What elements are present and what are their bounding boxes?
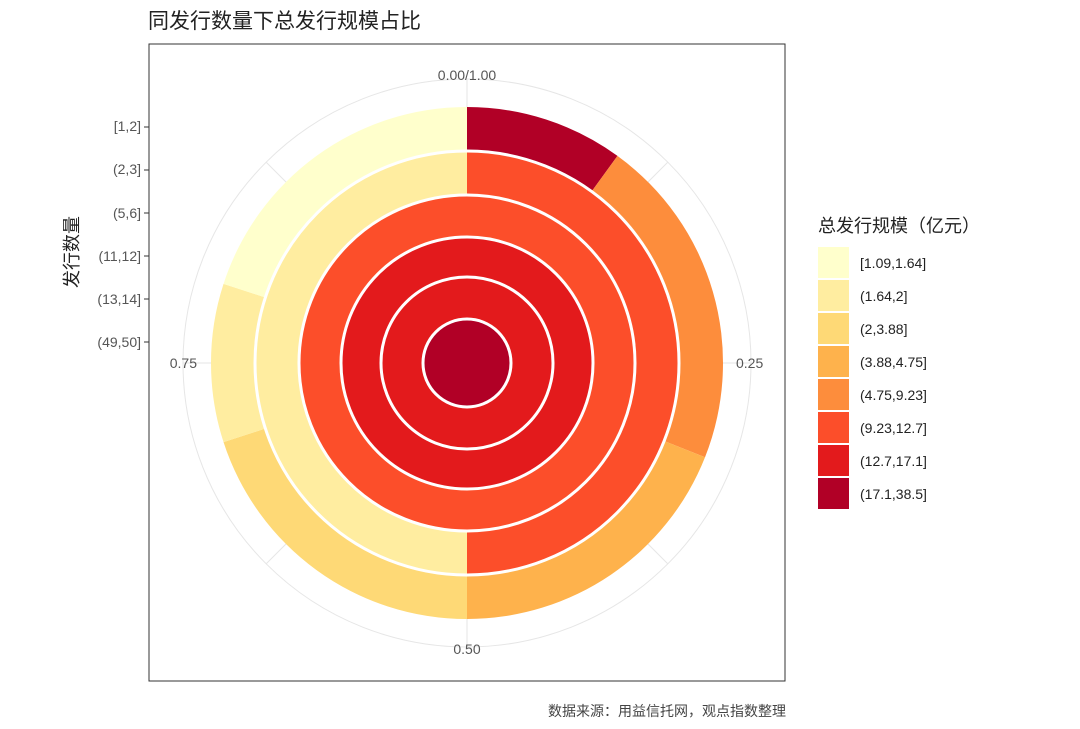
legend-label-2: (2,3.88] (860, 321, 907, 337)
ring-5-segment-0 (423, 319, 511, 407)
plot-panel (148, 43, 786, 682)
legend-swatch-6 (818, 445, 849, 476)
category-label-0: [1,2] (114, 118, 141, 134)
angle-tick-3: 0.75 (170, 355, 197, 371)
ring-0-segment-4 (211, 283, 266, 443)
legend-swatch-1 (818, 280, 849, 311)
data-source-caption: 数据来源：用益信托网，观点指数整理 (548, 704, 786, 720)
ring-separator-3 (379, 275, 555, 451)
ring-0-segment-3 (223, 428, 467, 619)
ring-separator-0 (253, 149, 681, 577)
legend-title: 总发行规模（亿元） (818, 216, 980, 237)
ring-segments (211, 107, 724, 619)
angle-tick-2: 0.50 (453, 641, 480, 657)
category-label-3: (11,12] (98, 248, 141, 264)
ring-separator-1 (297, 193, 637, 533)
legend-swatch-5 (818, 412, 849, 443)
angle-tick-0: 0.00/1.00 (438, 67, 497, 83)
category-label-4: (13,14] (97, 291, 141, 307)
ring-3-segment-0 (341, 237, 593, 489)
legend-swatch-3 (818, 346, 849, 377)
legend-label-0: [1.09,1.64] (860, 255, 926, 271)
legend-label-4: (4.75,9.23] (860, 387, 927, 403)
y-axis-label: 发行数量 (62, 216, 83, 288)
legend-label-1: (1.64,2] (860, 288, 907, 304)
ring-0-segment-5 (223, 107, 467, 298)
legend-swatch-7 (818, 478, 849, 509)
ring-separator-2 (339, 235, 595, 491)
legend: 总发行规模（亿元） [1.09,1.64] (1.64,2] (2,3.88] (3.… (818, 216, 980, 509)
angle-tick-1: 0.25 (736, 355, 763, 371)
legend-swatch-4 (818, 379, 849, 410)
category-label-1: (2,3] (113, 161, 141, 177)
legend-label-7: (17.1,38.5] (860, 486, 927, 502)
ring-1-segment-1 (255, 151, 467, 575)
legend-swatch-2 (818, 313, 849, 344)
category-axis: [1,2] (2,3] (5,6] (11,12] (13,14] (49,50… (97, 118, 149, 350)
legend-label-3: (3.88,4.75] (860, 354, 927, 370)
angle-ticks: 0.00/1.00 0.25 0.50 0.75 (170, 67, 764, 657)
ring-separator-4 (421, 317, 513, 409)
ring-0-segment-0 (467, 107, 618, 192)
ring-0-segment-2 (467, 441, 706, 619)
ring-4-segment-0 (380, 277, 554, 450)
ring-1-segment-0 (467, 151, 679, 575)
category-label-5: (49,50] (97, 334, 141, 350)
legend-label-5: (9.23,12.7] (860, 420, 927, 436)
legend-label-6: (12.7,17.1] (860, 453, 927, 469)
category-label-2: (5,6] (113, 205, 141, 221)
legend-swatch-0 (818, 247, 849, 278)
chart-title: 同发行数量下总发行规模占比 (148, 9, 421, 33)
ring-0-segment-1 (591, 155, 724, 458)
